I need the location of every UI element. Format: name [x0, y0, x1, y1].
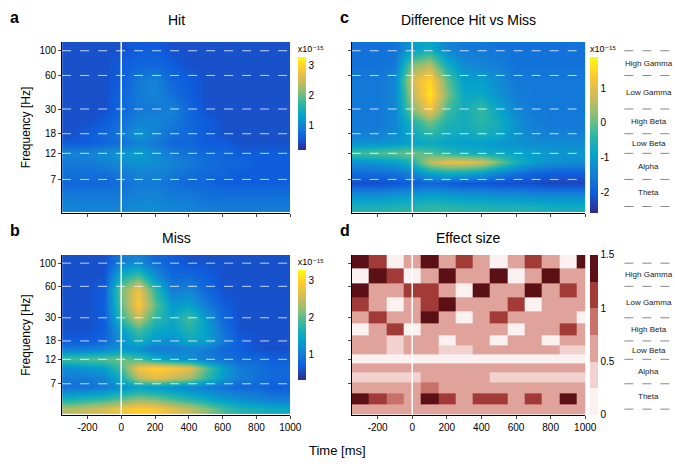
- svg-text:100: 100: [39, 45, 56, 56]
- svg-text:7: 7: [51, 174, 57, 185]
- svg-text:High Beta: High Beta: [631, 117, 667, 126]
- svg-text:60: 60: [45, 281, 57, 292]
- svg-text:High Beta: High Beta: [631, 325, 667, 334]
- svg-text:3: 3: [309, 60, 315, 71]
- svg-text:d: d: [340, 222, 350, 239]
- svg-text:Low Gamma: Low Gamma: [626, 88, 672, 97]
- svg-text:Miss: Miss: [162, 230, 191, 246]
- svg-text:800: 800: [542, 422, 559, 433]
- svg-text:1: 1: [309, 120, 315, 131]
- svg-text:1: 1: [309, 349, 315, 360]
- svg-text:2: 2: [309, 312, 315, 323]
- svg-text:400: 400: [181, 422, 198, 433]
- svg-text:Hit: Hit: [168, 12, 185, 28]
- svg-text:12: 12: [45, 354, 57, 365]
- svg-text:18: 18: [45, 335, 57, 346]
- svg-text:Effect size: Effect size: [436, 230, 501, 246]
- svg-text:Frequency [Hz]: Frequency [Hz]: [19, 294, 33, 375]
- svg-text:Alpha: Alpha: [638, 162, 659, 171]
- svg-text:2: 2: [309, 90, 315, 101]
- svg-text:18: 18: [45, 128, 57, 139]
- svg-text:High Gamma: High Gamma: [625, 270, 673, 279]
- svg-text:0: 0: [118, 422, 124, 433]
- svg-text:60: 60: [45, 70, 57, 81]
- svg-text:30: 30: [45, 104, 57, 115]
- svg-text:12: 12: [45, 148, 57, 159]
- svg-text:600: 600: [214, 422, 231, 433]
- svg-text:Low Gamma: Low Gamma: [626, 298, 672, 307]
- svg-text:c: c: [340, 9, 349, 26]
- svg-text:b: b: [10, 222, 20, 239]
- svg-text:-200: -200: [77, 422, 97, 433]
- svg-text:-200: -200: [368, 422, 388, 433]
- svg-text:x10⁻¹⁵: x10⁻¹⁵: [298, 44, 324, 54]
- svg-text:1000: 1000: [279, 422, 302, 433]
- svg-text:x10⁻¹⁵: x10⁻¹⁵: [298, 257, 324, 267]
- svg-text:1000: 1000: [574, 422, 597, 433]
- svg-text:30: 30: [45, 312, 57, 323]
- svg-text:Time [ms]: Time [ms]: [309, 443, 366, 458]
- svg-text:1: 1: [601, 83, 607, 94]
- svg-text:0: 0: [409, 422, 415, 433]
- svg-text:Theta: Theta: [638, 188, 659, 197]
- svg-text:0: 0: [601, 117, 607, 128]
- svg-text:200: 200: [438, 422, 455, 433]
- svg-text:1: 1: [601, 303, 607, 314]
- svg-text:Theta: Theta: [638, 392, 659, 401]
- svg-text:x10⁻¹⁵: x10⁻¹⁵: [590, 44, 616, 54]
- svg-text:a: a: [10, 9, 19, 26]
- svg-text:600: 600: [508, 422, 525, 433]
- svg-text:Low Beta: Low Beta: [632, 139, 666, 148]
- svg-text:Frequency [Hz]: Frequency [Hz]: [19, 87, 33, 168]
- svg-text:7: 7: [51, 378, 57, 389]
- svg-text:-1: -1: [601, 152, 610, 163]
- svg-text:1.5: 1.5: [601, 249, 615, 260]
- svg-text:Alpha: Alpha: [638, 367, 659, 376]
- svg-text:200: 200: [147, 422, 164, 433]
- svg-text:0.5: 0.5: [601, 356, 615, 367]
- svg-text:High Gamma: High Gamma: [625, 59, 673, 68]
- svg-text:0: 0: [601, 409, 607, 420]
- svg-text:Low Beta: Low Beta: [632, 346, 666, 355]
- svg-text:100: 100: [39, 258, 56, 269]
- svg-text:400: 400: [473, 422, 490, 433]
- svg-text:Difference Hit vs Miss: Difference Hit vs Miss: [401, 12, 536, 28]
- svg-text:3: 3: [309, 275, 315, 286]
- svg-text:800: 800: [248, 422, 265, 433]
- svg-text:-2: -2: [601, 187, 610, 198]
